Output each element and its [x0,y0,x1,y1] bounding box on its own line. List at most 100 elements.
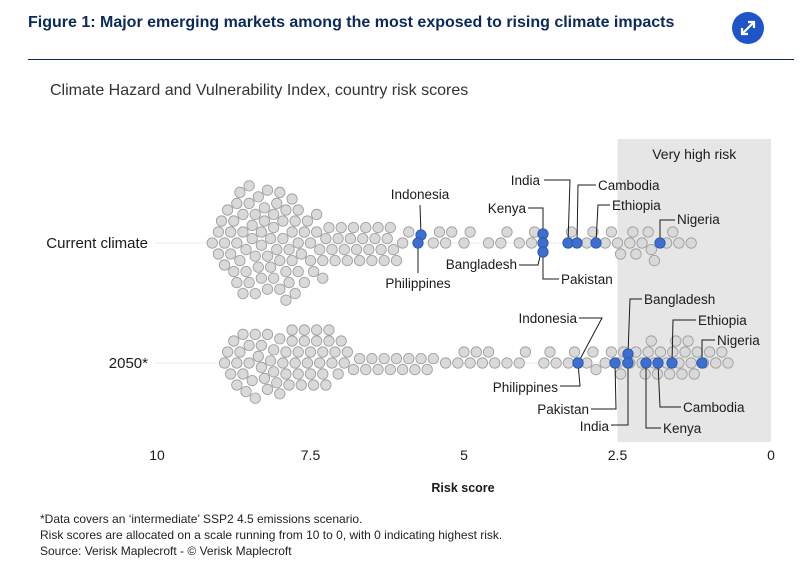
country-point [639,368,651,380]
callout-leader-line [560,362,581,387]
country-point [304,237,317,249]
country-point [590,363,602,376]
country-point [301,357,314,369]
country-point [519,346,532,358]
country-point [264,233,277,245]
country-point [360,222,372,234]
country-callout-label: Pakistan [537,402,589,417]
callout-leader-line [542,252,559,280]
country-point [307,379,320,391]
country-point [679,346,691,358]
country-point [645,244,657,256]
country-callout-label: Nigeria [677,212,720,227]
country-point [271,377,283,389]
x-tick-label: 7.5 [301,447,321,463]
country-point [501,357,513,369]
country-point [292,368,304,380]
country-point [403,226,415,238]
highlighted-country-point [412,237,424,249]
country-point [673,237,685,249]
country-point [258,202,271,214]
country-point [439,357,452,369]
country-point [225,248,237,260]
very-high-risk-label: Very high risk [652,146,737,162]
country-callout-label: Cambodia [683,400,745,415]
country-point [482,237,495,249]
country-point [261,283,274,295]
country-point [470,346,482,358]
country-point [268,222,280,234]
country-point [384,363,396,376]
country-point [350,244,363,256]
country-point [489,357,501,369]
highlighted-country-point [590,237,602,249]
figure-title: Figure 1: Major emerging markets among t… [28,14,675,31]
country-point [252,261,264,273]
country-point [231,379,243,391]
country-point [274,255,286,267]
country-callout-label: Kenya [663,421,702,436]
country-point [258,372,271,384]
country-point [587,346,599,358]
x-tick-label: 2.5 [608,447,628,463]
country-point [688,368,700,380]
chart-subtitle: Climate Hazard and Vulnerability Index, … [50,82,469,99]
country-point [234,346,246,358]
country-point [329,255,341,267]
highlighted-country-point [666,357,678,369]
country-point [381,233,393,245]
country-point [277,215,289,227]
country-point [458,237,470,249]
country-point [255,339,267,351]
country-point [218,237,231,249]
country-point [295,248,307,260]
country-callout-label: Pakistan [561,272,613,287]
country-callout-label: Indonesia [391,187,450,202]
country-point [587,226,599,238]
title-divider [28,59,794,60]
country-point [292,237,304,249]
callout-leader-line [659,219,675,243]
country-point [332,233,344,245]
country-callout-label: India [511,173,541,188]
country-point [243,197,255,209]
highlighted-country-point [571,237,583,249]
country-point [544,346,556,358]
country-point [237,368,249,380]
country-point [670,335,682,347]
country-point [525,237,538,249]
country-point [280,265,292,278]
country-point [222,204,234,216]
country-point [218,259,231,271]
country-point [421,363,433,376]
country-point [427,237,439,249]
country-point [246,219,258,231]
country-point [387,244,399,256]
country-point [261,184,274,196]
country-point [314,244,326,256]
callout-leader-line [595,204,610,244]
country-point [231,197,243,209]
country-point [403,352,415,365]
expand-button[interactable] [732,12,764,44]
country-point [654,346,667,358]
country-point [636,237,648,249]
country-point [642,226,654,238]
country-point [304,368,317,380]
row-label-2050: 2050* [109,355,148,372]
country-point [311,335,323,347]
country-point [311,208,323,220]
country-callout-label: Ethiopia [698,313,747,328]
country-point [240,265,252,278]
country-point [301,215,314,227]
country-point [298,324,310,336]
callout-leader-line [701,339,715,363]
country-point [562,357,574,369]
country-point [255,226,267,238]
callout-leader-line [591,362,617,410]
country-point [286,335,298,347]
x-tick-label: 0 [767,447,775,463]
country-point [234,186,246,198]
country-point [409,363,421,376]
country-point [249,250,261,262]
